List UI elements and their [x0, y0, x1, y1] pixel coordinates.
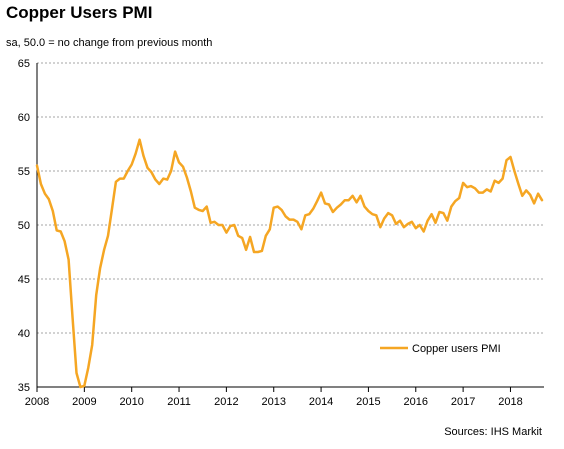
- series-line-copper-users-pmi: [35, 138, 544, 389]
- y-tick-label: 45: [18, 274, 30, 286]
- x-tick-label: 2013: [261, 396, 285, 408]
- gridlines: [37, 62, 544, 334]
- y-axis-ticks: 35 40 45 50 55 60 65: [18, 58, 30, 394]
- chart-subtitle: sa, 50.0 = no change from previous month: [6, 37, 213, 49]
- series-group: [35, 138, 544, 389]
- y-tick-label: 65: [18, 58, 30, 70]
- x-tick-label: 2010: [119, 396, 143, 408]
- y-tick-label: 60: [18, 112, 30, 124]
- x-tick-label: 2018: [498, 396, 522, 408]
- x-tick-label: 2014: [309, 396, 333, 408]
- legend-label: Copper users PMI: [412, 343, 501, 355]
- y-tick-label: 40: [18, 328, 30, 340]
- y-tick-label: 50: [18, 220, 30, 232]
- legend: Copper users PMI: [380, 343, 501, 355]
- x-axis: 2008 2009 2010 2011 2012 2013 2014 2015 2016 2017…: [25, 63, 544, 408]
- x-tick-label: 2008: [25, 396, 49, 408]
- x-tick-label: 2009: [72, 396, 96, 408]
- y-tick-label: 35: [18, 382, 30, 394]
- x-tick-label: 2017: [451, 396, 475, 408]
- x-tick-label: 2016: [404, 396, 428, 408]
- source-note: Sources: IHS Markit: [444, 426, 542, 438]
- x-tick-label: 2015: [356, 396, 380, 408]
- x-tick-label: 2011: [167, 396, 191, 408]
- x-tick-label: 2012: [214, 396, 238, 408]
- chart-title: Copper Users PMI: [6, 3, 153, 22]
- y-tick-label: 55: [18, 166, 30, 178]
